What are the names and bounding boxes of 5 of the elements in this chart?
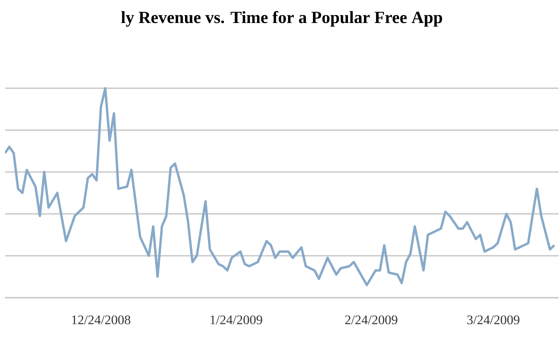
chart-title: ly Revenue vs. Time for a Popular Free App xyxy=(121,10,442,27)
x-tick-label: 2/24/2009 xyxy=(345,315,398,324)
x-tick-label: 1/24/2009 xyxy=(210,315,262,324)
x-tick-label: 12/24/2008 xyxy=(72,315,130,324)
x-tick-label: 3/24/2009 xyxy=(467,315,520,324)
